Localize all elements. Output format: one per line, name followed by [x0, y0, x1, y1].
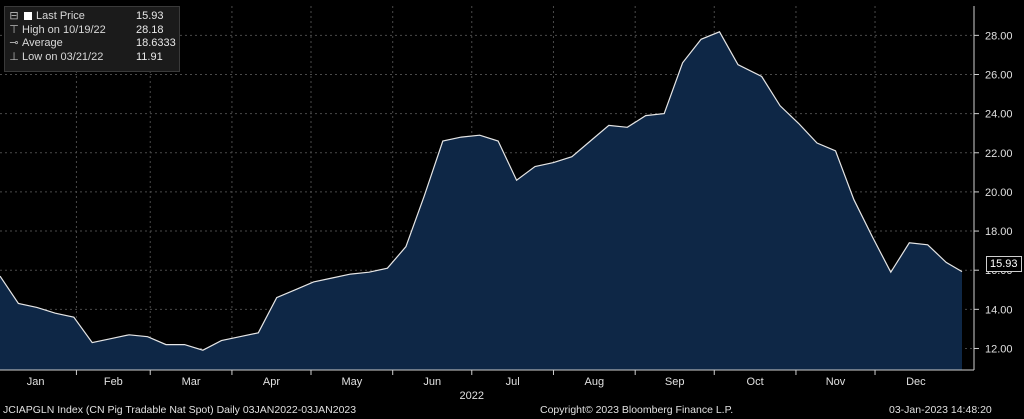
swatch-icon	[24, 12, 32, 20]
y-tick-label: 12.00	[985, 343, 1013, 355]
x-tick-label: Apr	[263, 376, 280, 388]
legend-high: ⊤ High on 10/19/22 28.18	[9, 23, 164, 36]
y-tick-label: 14.00	[985, 304, 1013, 316]
y-tick-label: 22.00	[985, 148, 1013, 160]
x-tick-label: Jan	[27, 376, 45, 388]
x-year-label: 2022	[460, 390, 484, 402]
y-tick-label: 18.00	[985, 226, 1013, 238]
footer-ticker: JCIAPGLN Index (CN Pig Tradable Nat Spot…	[3, 404, 357, 416]
average-marker-icon: ⊸	[9, 37, 19, 49]
series-line	[0, 31, 963, 351]
y-tick-label: 20.00	[985, 187, 1013, 199]
x-tick-label: Dec	[906, 376, 926, 388]
series-area	[0, 31, 962, 371]
legend: ⊟ Last Price 15.93 ⊤ High on 10/19/22 28.1…	[4, 6, 180, 72]
low-marker-icon: ⊥	[9, 50, 19, 63]
y-tick-label: 26.00	[985, 69, 1013, 81]
high-marker-icon: ⊤	[9, 23, 19, 36]
last-price-label: 15.93	[986, 256, 1022, 272]
x-tick-label: Feb	[104, 376, 123, 388]
y-axis: 12.0014.0016.0018.0020.0022.0024.0026.00…	[973, 6, 1013, 370]
x-tick-label: Mar	[182, 376, 201, 388]
x-tick-label: Sep	[665, 376, 685, 388]
footer-copyright: Copyright© 2023 Bloomberg Finance L.P.	[540, 404, 734, 416]
x-tick-label: May	[341, 376, 362, 388]
x-tick-label: Jul	[506, 376, 520, 388]
x-tick-label: Nov	[826, 376, 846, 388]
x-axis: Jan Feb Mar Apr May Jun Jul Aug Sep Oct Nov Dec 2022	[0, 369, 974, 402]
legend-last-price: ⊟ Last Price 15.93	[9, 10, 164, 22]
y-tick-label: 28.00	[985, 30, 1013, 42]
legend-average: ⊸ Average 18.6333	[9, 37, 176, 49]
x-tick-label: Oct	[747, 376, 764, 388]
x-tick-label: Jun	[423, 376, 441, 388]
collapse-icon[interactable]: ⊟	[9, 10, 19, 22]
y-tick-label: 24.00	[985, 109, 1013, 121]
footer-timestamp: 03-Jan-2023 14:48:20	[889, 404, 992, 416]
legend-low: ⊥ Low on 03/21/22 11.91	[9, 50, 163, 63]
x-tick-label: Aug	[585, 376, 605, 388]
